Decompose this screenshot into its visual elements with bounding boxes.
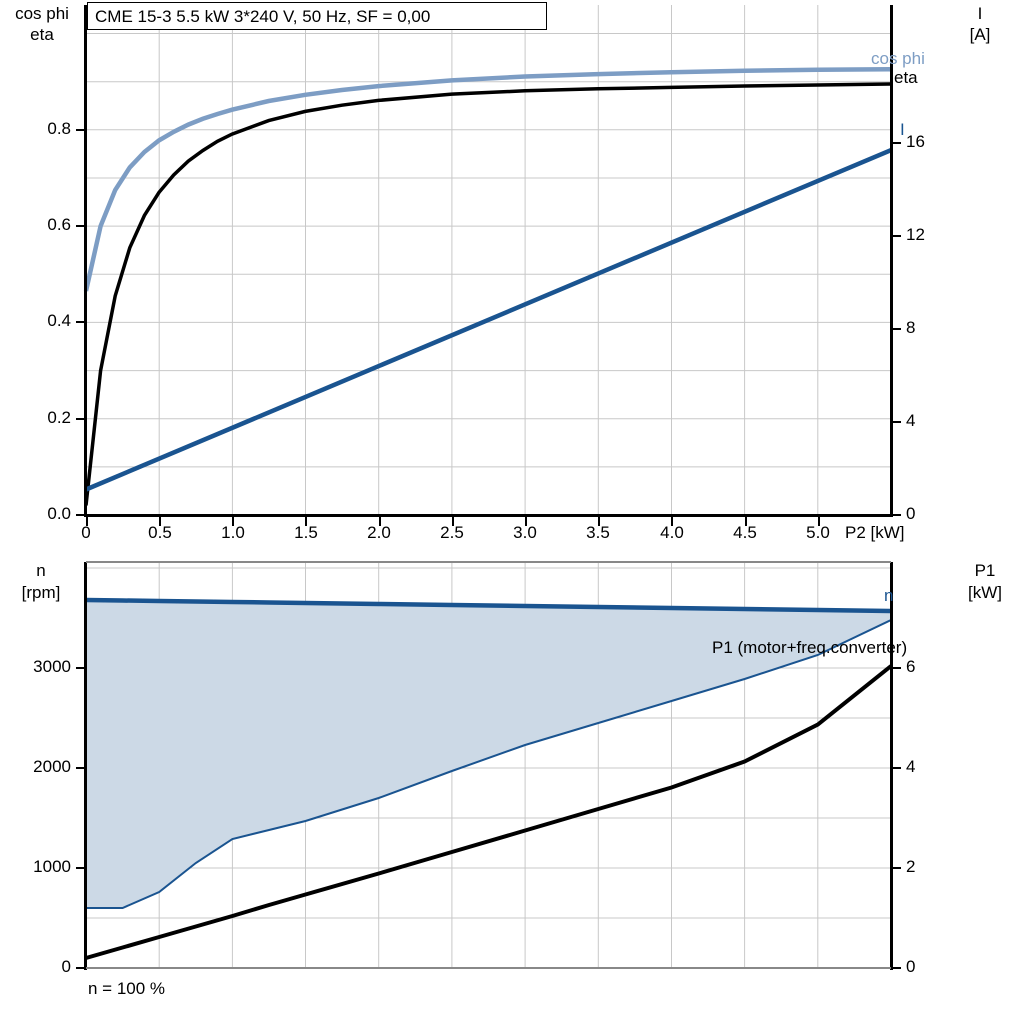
top-x-tick-5 — [452, 517, 454, 526]
top-x-tick-7 — [598, 517, 600, 526]
bottom-left-tick-0 — [76, 967, 85, 969]
top-left-tick-0 — [76, 514, 85, 516]
bottom-left-ticklabel-3: 3000 — [33, 657, 71, 676]
top-x-ticklabel-7: 3.5 — [586, 523, 610, 542]
bottom-right-tick-1 — [892, 867, 901, 869]
top-left-tick-1 — [76, 418, 85, 420]
bottom-right-axis — [890, 562, 893, 970]
bottom-left-axis-title-line1: n — [36, 561, 46, 580]
top-x-tick-0 — [86, 517, 88, 526]
bottom-left-ticklabel-1: 1000 — [33, 857, 71, 876]
top-x-ticklabel-2: 1.0 — [221, 523, 245, 542]
cosphi-curve — [83, 67, 892, 292]
bottom-right-axis-title-line2: [kW] — [968, 583, 1002, 602]
p1-band-curve — [86, 619, 892, 909]
top-right-ticklabel-1: 4 — [906, 411, 916, 430]
top-x-ticklabel-8: 4.0 — [660, 523, 684, 542]
current-series-label: I — [900, 120, 905, 139]
top-right-axis-title-line1: I — [977, 4, 983, 23]
bottom-right-tick-2 — [892, 767, 901, 769]
bottom-left-tick-1 — [76, 867, 85, 869]
top-x-tick-9 — [745, 517, 747, 526]
top-chart-svg — [83, 5, 892, 515]
cosphi-series-label: cos phi — [871, 49, 925, 68]
eta-curve — [84, 82, 892, 506]
bottom-bottom-border — [86, 967, 891, 969]
bottom-right-axis-title-line1: P1 — [974, 561, 996, 580]
top-left-ticklabel-3: 0.6 — [47, 215, 71, 234]
top-x-tick-2 — [232, 517, 234, 526]
top-x-tick-8 — [671, 517, 673, 526]
current-curve — [85, 148, 892, 492]
top-plot-area — [86, 5, 891, 515]
top-right-tick-3 — [892, 235, 901, 237]
top-left-tick-4 — [76, 129, 85, 131]
top-left-tick-2 — [76, 321, 85, 323]
top-horizontal-gridlines — [86, 33, 891, 468]
top-x-ticklabel-0: 0 — [81, 523, 91, 542]
top-x-ticklabel-3: 1.5 — [294, 523, 318, 542]
bottom-right-ticklabel-3: 6 — [906, 657, 916, 676]
top-right-tick-4 — [892, 142, 901, 144]
top-left-ticklabel-0: 0.0 — [47, 504, 71, 523]
bottom-left-ticklabel-2: 2000 — [33, 757, 71, 776]
top-right-tick-2 — [892, 328, 901, 330]
top-left-axis-title-line1: cos phi — [15, 4, 69, 23]
top-vertical-gridlines — [158, 5, 819, 515]
top-right-axis — [890, 5, 893, 517]
top-x-ticklabel-4: 2.0 — [367, 523, 391, 542]
top-left-ticklabel-2: 0.4 — [47, 311, 71, 330]
top-left-ticklabel-1: 0.2 — [47, 408, 71, 427]
footnote-speed-percent: n = 100 % — [88, 979, 166, 998]
speed-curve — [85, 597, 892, 614]
bottom-left-axis-title-line2: [rpm] — [21, 583, 61, 602]
top-x-ticklabel-10: 5.0 — [806, 523, 830, 542]
top-x-tick-10 — [818, 517, 820, 526]
top-left-axis-title-line2: eta — [30, 25, 54, 44]
bottom-left-ticklabel-0: 0 — [61, 957, 71, 976]
top-right-tick-0 — [892, 514, 901, 516]
top-x-ticklabel-1: 0.5 — [148, 523, 172, 542]
top-x-tick-3 — [305, 517, 307, 526]
top-left-axis — [84, 5, 87, 517]
speed-series-label: n — [884, 586, 894, 605]
top-left-tick-3 — [76, 225, 85, 227]
top-x-tick-6 — [525, 517, 527, 526]
bottom-right-tick-0 — [892, 967, 901, 969]
top-x-ticklabel-9: 4.5 — [733, 523, 757, 542]
top-right-ticklabel-3: 12 — [906, 225, 925, 244]
top-x-tick-1 — [159, 517, 161, 526]
top-x-axis-title: P2 [kW] — [845, 523, 905, 542]
top-right-ticklabel-4: 16 — [906, 132, 925, 151]
bottom-left-tick-3 — [76, 667, 85, 669]
top-bottom-axis — [84, 514, 893, 517]
top-right-axis-title-line2: [A] — [969, 25, 991, 44]
top-right-ticklabel-0: 0 — [906, 504, 916, 523]
bottom-top-border — [86, 561, 891, 563]
eta-series-label: eta — [894, 68, 918, 87]
p1-power-curve — [85, 664, 893, 960]
bottom-left-axis — [84, 562, 87, 970]
bottom-left-tick-2 — [76, 767, 85, 769]
top-chart: 0.0 0.2 0.4 0.6 0.8 0 4 8 12 16 0 0.5 1.… — [15, 2, 991, 542]
top-right-ticklabel-2: 8 — [906, 318, 916, 337]
top-left-ticklabel-4: 0.8 — [47, 119, 71, 138]
chart-title-box: CME 15-3 5.5 kW 3*240 V, 50 Hz, SF = 0,0… — [87, 2, 547, 30]
operating-band-fill — [86, 600, 891, 908]
bottom-right-ticklabel-0: 0 — [906, 957, 916, 976]
top-x-tick-4 — [379, 517, 381, 526]
bottom-right-ticklabel-2: 4 — [906, 757, 916, 776]
bottom-right-ticklabel-1: 2 — [906, 857, 916, 876]
top-right-tick-1 — [892, 421, 901, 423]
bottom-right-tick-3 — [892, 667, 901, 669]
top-x-ticklabel-6: 3.0 — [513, 523, 537, 542]
top-x-ticklabel-5: 2.5 — [440, 523, 464, 542]
p1-series-label: P1 (motor+freq.converter) — [712, 638, 908, 657]
